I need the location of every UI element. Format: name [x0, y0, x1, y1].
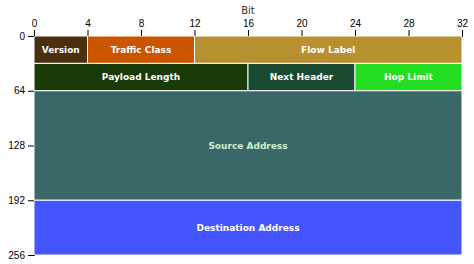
segment-label: Version — [42, 45, 80, 55]
x-tick-mark — [462, 30, 463, 36]
y-tick-label: 256 — [8, 250, 25, 261]
x-axis: 0 4 8 12 16 20 24 28 32 — [32, 18, 469, 37]
y-tick-mark — [28, 91, 34, 92]
segment-label: Traffic Class — [111, 45, 172, 55]
x-tick: 8 — [139, 18, 145, 36]
segment-label: Payload Length — [102, 72, 180, 82]
x-tick: 16 — [243, 18, 255, 36]
x-axis-line — [35, 30, 463, 37]
y-axis: 0 64 128 192 256 — [8, 31, 34, 261]
segment — [88, 36, 195, 63]
x-tick-label: 12 — [189, 18, 201, 29]
segment-label: Hop Limit — [384, 72, 434, 82]
x-tick-mark — [302, 30, 303, 36]
x-tick-mark — [195, 30, 196, 36]
x-tick-label: 0 — [32, 18, 38, 29]
segment-label: Next Header — [270, 72, 334, 82]
y-tick-mark — [28, 146, 34, 147]
x-tick-mark — [141, 30, 142, 36]
x-tick-label: 8 — [139, 18, 145, 29]
plot: 0 4 8 12 16 20 24 28 32 0 64 128 192 256 Bit Version Tra… — [8, 5, 468, 261]
x-tick: 28 — [403, 18, 415, 36]
y-tick: 0 — [19, 31, 34, 42]
segment-label: Destination Address — [196, 223, 299, 233]
x-tick-mark — [248, 30, 249, 36]
y-axis-line — [28, 37, 35, 256]
x-tick-label: 28 — [403, 18, 415, 29]
y-tick: 256 — [8, 250, 34, 261]
x-tick: 20 — [296, 18, 308, 36]
y-tick-mark — [28, 255, 34, 256]
x-tick-mark — [355, 30, 356, 36]
y-tick-mark — [28, 200, 34, 201]
x-tick: 32 — [457, 18, 469, 36]
y-tick: 128 — [8, 140, 34, 151]
segment — [34, 91, 462, 201]
x-tick-label: 4 — [85, 18, 91, 29]
y-tick-label: 128 — [8, 140, 25, 151]
x-tick-label: 32 — [457, 18, 469, 29]
x-tick-label: 24 — [350, 18, 362, 29]
y-tick-label: 192 — [8, 195, 25, 206]
segments — [34, 36, 462, 255]
x-tick: 4 — [85, 18, 91, 36]
segment — [34, 63, 248, 90]
segment — [355, 63, 462, 90]
x-tick-mark — [34, 30, 35, 36]
y-tick-mark — [28, 36, 34, 37]
x-tick-label: 20 — [296, 18, 308, 29]
y-tick: 64 — [14, 85, 34, 96]
y-tick-label: 64 — [14, 85, 26, 96]
segment-label: Source Address — [208, 141, 287, 151]
x-tick: 24 — [350, 18, 362, 36]
chart: 0 4 8 12 16 20 24 28 32 0 64 128 192 256 Bit Version Tra… — [0, 0, 474, 264]
segment-labels: Version Traffic Class Flow Label Payload Le… — [42, 45, 434, 233]
segment — [195, 36, 463, 63]
segment — [34, 36, 88, 63]
x-tick-mark — [88, 30, 89, 36]
x-tick-label: 16 — [243, 18, 255, 29]
x-tick: 0 — [32, 18, 38, 36]
y-tick: 192 — [8, 195, 34, 206]
segment — [248, 63, 355, 90]
y-tick-label: 0 — [19, 31, 25, 42]
x-tick-mark — [409, 30, 410, 36]
x-axis-title: Bit — [241, 5, 255, 16]
segment-label: Flow Label — [301, 45, 355, 55]
segment — [34, 200, 462, 255]
x-tick: 12 — [189, 18, 201, 36]
